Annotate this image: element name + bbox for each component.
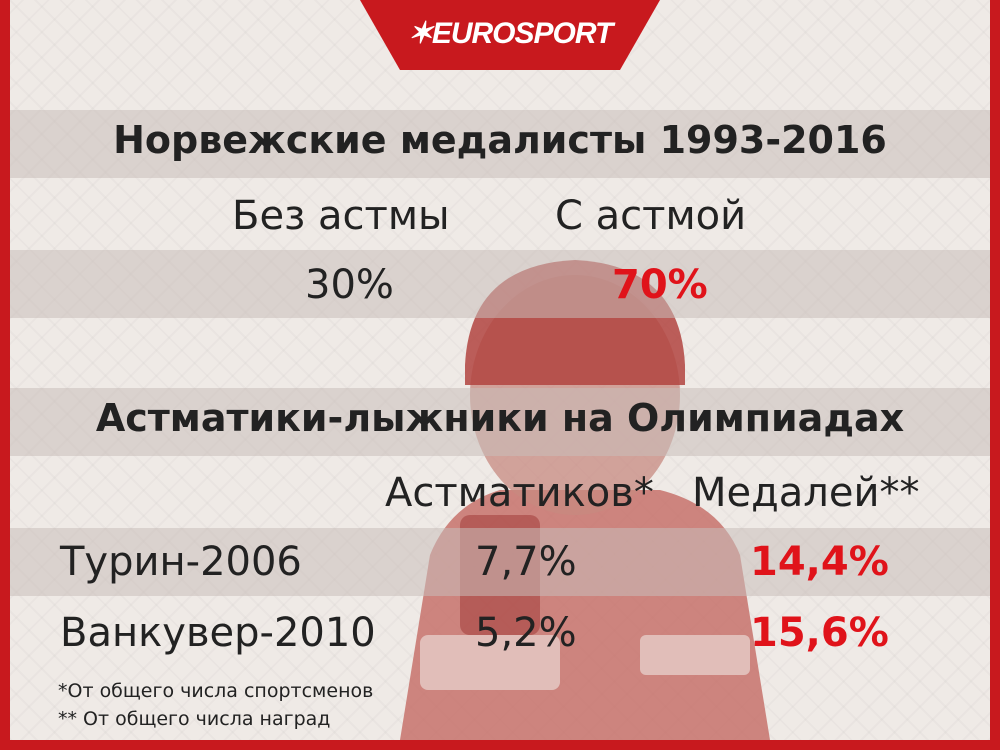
row1-games: Турин-2006 xyxy=(60,539,302,585)
row1-asthmatics: 7,7% xyxy=(475,539,577,585)
logo-tab-shape xyxy=(360,0,660,70)
infographic-canvas: ✶EUROSPORT Норвежские медалисты 1993-201… xyxy=(10,0,990,740)
row1-medals: 14,4% xyxy=(750,539,889,585)
band-row-1 xyxy=(10,528,990,596)
logo-tab: ✶EUROSPORT xyxy=(360,0,660,70)
header-asthmatics: Астматиков* xyxy=(385,470,654,516)
band-title-1 xyxy=(10,110,990,178)
band-title-2 xyxy=(10,388,990,456)
row2-medals: 15,6% xyxy=(750,610,889,656)
row2-asthmatics: 5,2% xyxy=(475,610,577,656)
label-with-asthma: С астмой xyxy=(555,193,747,239)
footnote-awards: ** От общего числа наград xyxy=(58,708,331,730)
eurosport-logo: ✶EUROSPORT xyxy=(407,17,614,50)
footnote-athletes: *От общего числа спортсменов xyxy=(58,680,374,702)
value-with-asthma: 70% xyxy=(612,262,708,308)
header-medals: Медалей** xyxy=(692,470,920,516)
label-without-asthma: Без астмы xyxy=(232,193,450,239)
row2-games: Ванкувер-2010 xyxy=(60,610,376,656)
section1-title: Норвежские медалисты 1993-2016 xyxy=(113,118,887,162)
logo-star-icon: ✶ xyxy=(407,17,433,50)
section2-title: Астматики-лыжники на Олимпиадах xyxy=(95,396,905,440)
value-without-asthma: 30% xyxy=(305,262,394,308)
band-values-1 xyxy=(10,250,990,318)
